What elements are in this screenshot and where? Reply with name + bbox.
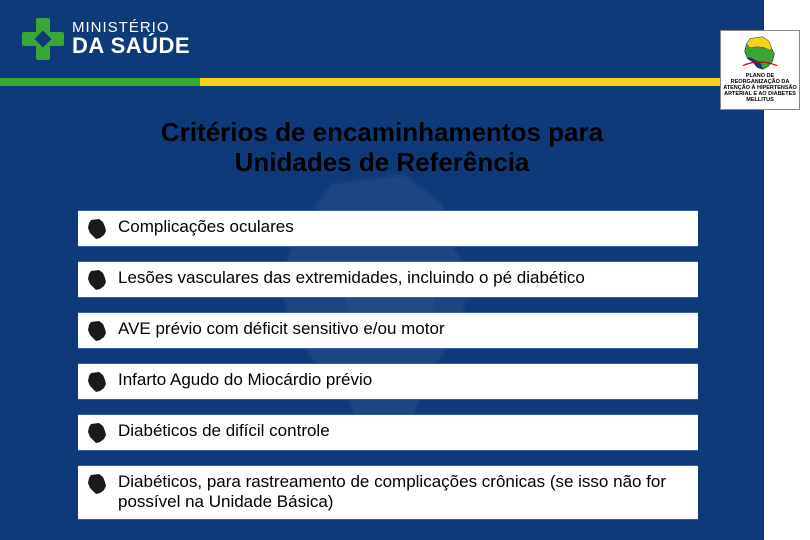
item-text: Diabéticos de difícil controle — [118, 421, 330, 441]
list-item: Diabéticos, para rastreamento de complic… — [78, 465, 698, 520]
brazil-bullet-icon — [84, 218, 110, 240]
list-item: Infarto Agudo do Miocárdio prévio — [78, 363, 698, 400]
criteria-list: Complicações oculares Lesões vasculares … — [78, 210, 698, 520]
ministry-logo: MINISTÉRIO DA SAÚDE — [22, 18, 190, 60]
logo-line2: DA SAÚDE — [72, 36, 190, 57]
brazil-bullet-icon — [84, 422, 110, 444]
list-item: Lesões vasculares das extremidades, incl… — [78, 261, 698, 298]
brazil-bullet-icon — [84, 320, 110, 342]
plan-badge: PLANO DE REORGANIZAÇÃO DA ATENÇÃO À HIPE… — [720, 30, 800, 110]
header-divider — [0, 78, 764, 86]
logo-text: MINISTÉRIO DA SAÚDE — [72, 21, 190, 56]
title-line1: Critérios de encaminhamentos para — [161, 117, 603, 147]
item-text: AVE prévio com déficit sensitivo e/ou mo… — [118, 319, 445, 339]
title-line2: Unidades de Referência — [235, 147, 530, 177]
brazil-map-icon — [737, 35, 783, 71]
item-text: Infarto Agudo do Miocárdio prévio — [118, 370, 372, 390]
item-text: Lesões vasculares das extremidades, incl… — [118, 268, 585, 288]
brazil-bullet-icon — [84, 269, 110, 291]
slide-title: Critérios de encaminhamentos para Unidad… — [0, 118, 764, 178]
list-item: Diabéticos de difícil controle — [78, 414, 698, 451]
brazil-bullet-icon — [84, 371, 110, 393]
item-text: Diabéticos, para rastreamento de complic… — [118, 472, 688, 513]
list-item: Complicações oculares — [78, 210, 698, 247]
item-text: Complicações oculares — [118, 217, 294, 237]
list-item: AVE prévio com déficit sensitivo e/ou mo… — [78, 312, 698, 349]
logo-cross-icon — [22, 18, 64, 60]
brazil-bullet-icon — [84, 473, 110, 495]
badge-caption: PLANO DE REORGANIZAÇÃO DA ATENÇÃO À HIPE… — [723, 73, 797, 103]
